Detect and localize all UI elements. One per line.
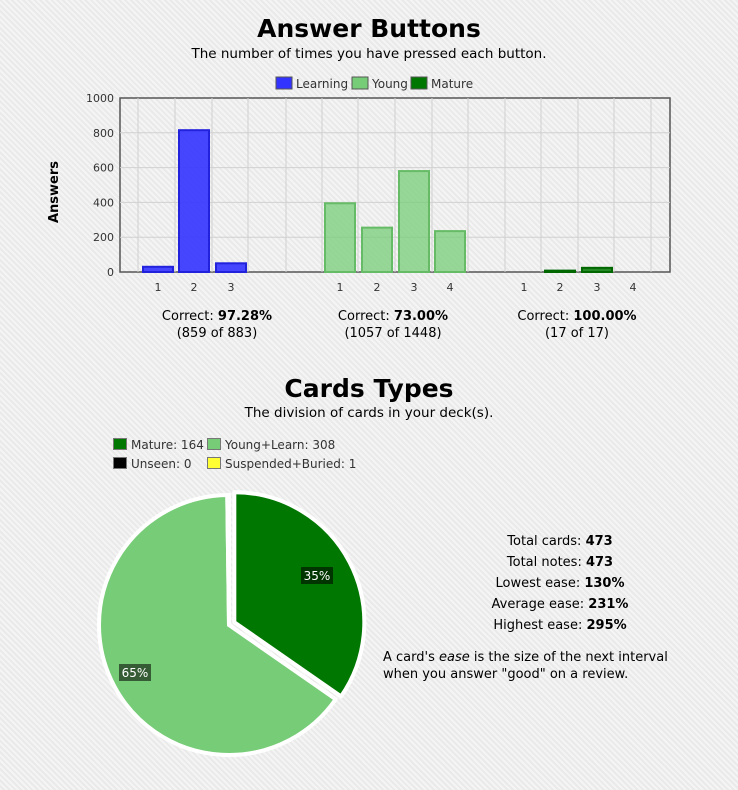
answer-buttons-subtitle: The number of times you have pressed eac…	[191, 46, 547, 62]
stat-value: 231%	[588, 597, 629, 612]
legend-swatch	[207, 438, 221, 450]
x-tick-label: 4	[630, 281, 637, 294]
correct-detail: (17 of 17)	[544, 326, 610, 341]
pie-label-bg	[301, 567, 333, 584]
answer-buttons-chart: Learning Young Mature 0 200 400 600 800 1000 1 2…	[47, 76, 671, 294]
x-tick-label: 2	[191, 281, 198, 294]
pie-label-bg	[119, 664, 151, 681]
stat-total-notes: Total notes: 473	[440, 552, 680, 573]
legend-label: Suspended+Buried: 1	[225, 457, 357, 471]
correct-detail: (1057 of 1448)	[344, 326, 442, 341]
y-tick-label: 1000	[86, 92, 114, 105]
y-tick-label: 200	[93, 231, 114, 244]
stat-label: Highest ease:	[493, 618, 583, 633]
x-tick-label: 3	[411, 281, 418, 294]
legend-swatch	[207, 457, 221, 469]
stat-value: 295%	[586, 618, 627, 633]
y-tick-label: 600	[93, 162, 114, 175]
pie-slice-young-learn	[97, 493, 338, 757]
legend-item-mature: Mature: 164	[113, 438, 204, 452]
stat-value: 473	[585, 555, 614, 570]
correct-learning: Correct: 97.28% (859 of 883)	[137, 308, 297, 342]
correct-label: Correct:	[517, 309, 570, 324]
x-tick-label: 1	[337, 281, 344, 294]
correct-mature: Correct: 100.00% (17 of 17)	[497, 308, 657, 342]
legend-item-unseen: Unseen: 0	[113, 457, 192, 471]
cards-types-title: Cards Types	[284, 374, 454, 403]
bar-learning-2	[178, 129, 210, 273]
legend-label: Unseen: 0	[131, 457, 192, 471]
stat-label: Total notes:	[506, 555, 582, 570]
ease-note: A card's ease is the size of the next in…	[383, 649, 683, 683]
y-tick-label: 800	[93, 127, 114, 140]
legend-swatch-young	[351, 76, 369, 90]
cards-types-pie: 35% 65%	[97, 490, 367, 757]
x-tick-label: 1	[155, 281, 162, 294]
pie-label: 65%	[122, 666, 149, 680]
legend-swatch-learning	[275, 76, 293, 90]
correct-label: Correct:	[337, 309, 390, 324]
note-emphasis: ease	[439, 650, 470, 665]
stat-average-ease: Average ease: 231%	[440, 594, 680, 615]
legend-label-learning: Learning	[296, 77, 348, 91]
stat-total-cards: Total cards: 473	[440, 531, 680, 552]
bar-young-4	[434, 230, 466, 273]
bar-young-1	[324, 202, 356, 274]
legend-item-young-learn: Young+Learn: 308	[207, 438, 335, 452]
stat-value: 473	[585, 534, 613, 549]
bar-legend: Learning Young Mature	[275, 76, 473, 91]
y-tick-label: 400	[93, 196, 114, 209]
pie-slice-suspended-buried	[225, 493, 231, 627]
legend-label: Young+Learn: 308	[225, 438, 336, 452]
correct-pct: 100.00%	[573, 309, 637, 324]
answer-buttons-title: Answer Buttons	[257, 14, 481, 43]
x-tick-label: 3	[594, 281, 601, 294]
correct-pct: 73.00%	[393, 309, 449, 324]
pie-label: 35%	[304, 569, 331, 583]
deck-stats: Total cards: 473 Total notes: 473 Lowest…	[440, 531, 680, 636]
note-text: is the size of the next interval when yo…	[383, 650, 668, 682]
bar-mature-3	[581, 266, 613, 274]
correct-pct: 97.28%	[217, 309, 273, 324]
x-tick-label: 1	[521, 281, 528, 294]
x-tick-label: 3	[228, 281, 235, 294]
bar-mature-2	[544, 269, 576, 274]
stat-highest-ease: Highest ease: 295%	[440, 615, 680, 636]
stat-label: Average ease:	[491, 597, 585, 612]
cards-types-subtitle: The division of cards in your deck(s).	[244, 405, 494, 421]
legend-label: Mature: 164	[131, 438, 204, 452]
legend-swatch	[113, 457, 127, 469]
x-tick-label: 2	[557, 281, 564, 294]
bar-learning-3	[215, 262, 247, 273]
legend-item-suspended-buried: Suspended+Buried: 1	[207, 457, 356, 471]
bar-learning-1	[142, 265, 174, 273]
correct-young: Correct: 73.00% (1057 of 1448)	[313, 308, 473, 342]
legend-swatch-mature	[410, 76, 428, 90]
stat-label: Total cards:	[507, 534, 582, 549]
stat-value: 130%	[584, 576, 625, 591]
legend-swatch	[113, 438, 127, 450]
correct-detail: (859 of 883)	[176, 326, 258, 341]
y-tick-label: 0	[107, 266, 114, 279]
stat-label: Lowest ease:	[495, 576, 581, 591]
legend-label-mature: Mature	[431, 77, 473, 91]
legend-label-young: Young	[371, 77, 408, 91]
stat-lowest-ease: Lowest ease: 130%	[440, 573, 680, 594]
bar-young-2	[361, 226, 393, 274]
pie-slice-mature	[232, 490, 367, 699]
y-axis-label: Answers	[47, 161, 62, 223]
note-text: A card's	[383, 650, 439, 665]
x-tick-label: 4	[447, 281, 454, 294]
bar-young-3	[398, 170, 430, 273]
x-tick-label: 2	[374, 281, 381, 294]
correct-label: Correct:	[161, 309, 214, 324]
